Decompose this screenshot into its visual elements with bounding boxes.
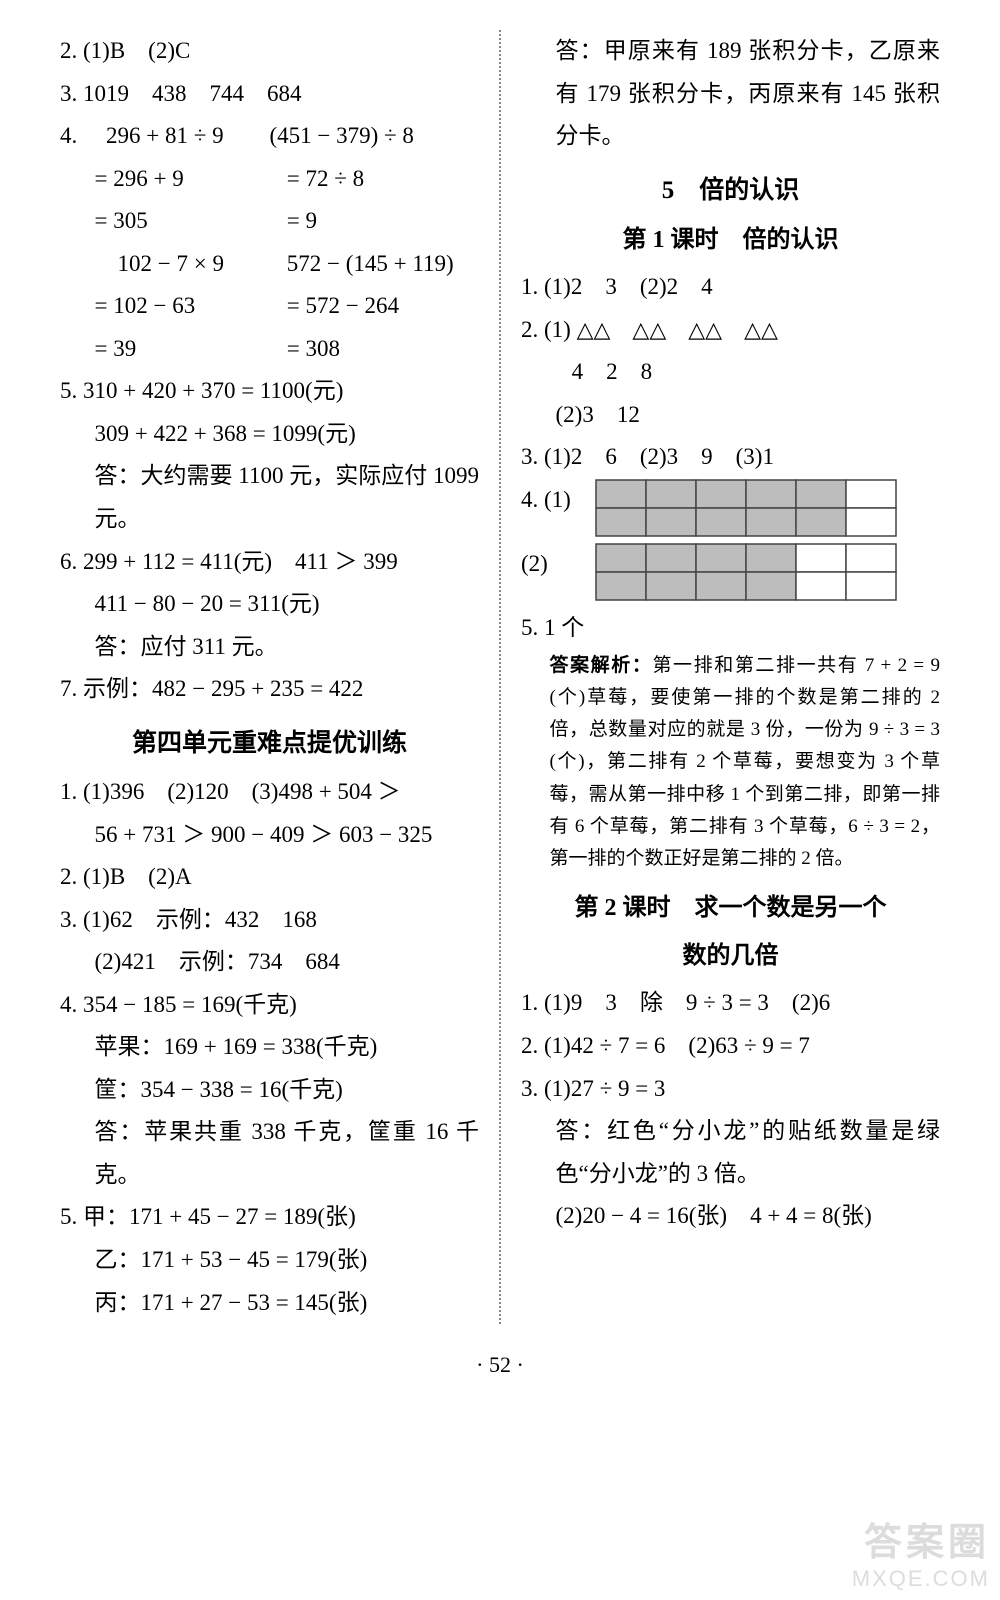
text-line: 3. (1)2 6 (2)3 9 (3)1 xyxy=(521,436,940,479)
text-line: 7. 示例：482 − 295 + 235 = 422 xyxy=(60,668,479,711)
calc-row: 4. 296 + 81 ÷ 9 (451 − 379) ÷ 8 xyxy=(60,115,479,158)
text-line: 筐：354 − 338 = 16(千克) xyxy=(60,1069,479,1112)
text-line: 5. 310 + 420 + 370 = 1100(元) xyxy=(60,370,479,413)
text-line: 309 + 422 + 368 = 1099(元) xyxy=(60,413,479,456)
analysis-text: 答案解析：第一排和第二排一共有 7 + 2 = 9 (个)草莓，要使第一排的个数… xyxy=(521,650,940,876)
text-line: 2. (1)42 ÷ 7 = 6 (2)63 ÷ 9 = 7 xyxy=(521,1025,940,1068)
text-line: = 572 − 264 xyxy=(287,285,479,328)
text-line: 2. (1) △△ △△ △△ △△ xyxy=(521,309,940,352)
calc-row: = 39 = 308 xyxy=(60,328,479,371)
answer-text: 答：苹果共重 338 千克，筐重 16 千克。 xyxy=(60,1111,479,1196)
lesson-title: 数的几倍 xyxy=(521,934,940,978)
text-line: 4. 354 − 185 = 169(千克) xyxy=(60,984,479,1027)
text-line: 苹果：169 + 169 = 338(千克) xyxy=(60,1026,479,1069)
text-line: 3. (1)27 ÷ 9 = 3 xyxy=(521,1068,940,1111)
watermark: 答案圈 MXQE.COM xyxy=(852,1511,990,1592)
text-line: 5. 1 个 xyxy=(521,607,940,650)
text-line: 572 − (145 + 119) xyxy=(287,243,479,286)
label: 4. (1) xyxy=(521,479,595,522)
unit-title: 5 倍的认识 xyxy=(521,168,940,214)
analysis-body: 第一排和第二排一共有 7 + 2 = 9 (个)草莓，要使第一排的个数是第二排的… xyxy=(550,655,941,870)
calc-row: 102 − 7 × 9 572 − (145 + 119) xyxy=(60,243,479,286)
grid-1 xyxy=(595,479,897,537)
answer-text: 答：红色“分小龙”的贴纸数量是绿色“分小龙”的 3 倍。 xyxy=(521,1110,940,1195)
answer-text: 答：应付 311 元。 xyxy=(60,626,479,669)
calc-row: = 296 + 9 = 72 ÷ 8 xyxy=(60,158,479,201)
answer-text: 答：甲原来有 189 张积分卡，乙原来有 179 张积分卡，丙原来有 145 张… xyxy=(521,30,940,158)
text-line: 102 − 7 × 9 xyxy=(95,243,287,286)
text-line: = 308 xyxy=(287,328,479,371)
text-line: 2. (1)B (2)A xyxy=(60,856,479,899)
text-line: = 305 xyxy=(95,200,287,243)
text-line: (2)3 12 xyxy=(521,394,940,437)
text-line: 1. (1)2 3 (2)2 4 xyxy=(521,266,940,309)
text-line: = 9 xyxy=(287,200,479,243)
text-line: (2)421 示例：734 684 xyxy=(60,941,479,984)
text-line: = 296 + 9 xyxy=(95,158,287,201)
text-line: 6. 299 + 112 = 411(元) 411 ＞ 399 xyxy=(60,541,479,584)
calc-row: = 305 = 9 xyxy=(60,200,479,243)
watermark-line2: MXQE.COM xyxy=(852,1566,990,1592)
triangle-icons: △△ △△ △△ △△ xyxy=(577,319,778,341)
text-line: 1. (1)396 (2)120 (3)498 + 504 ＞ xyxy=(60,771,479,814)
text-line: = 39 xyxy=(95,328,287,371)
label: (2) xyxy=(521,543,595,586)
lesson-title: 第 1 课时 倍的认识 xyxy=(521,218,940,262)
text-line: (2)20 − 4 = 16(张) 4 + 4 = 8(张) xyxy=(521,1195,940,1238)
text-line: 3. 1019 438 744 684 xyxy=(60,73,479,116)
text-line: (451 − 379) ÷ 8 xyxy=(270,115,480,158)
section-title: 第四单元重难点提优训练 xyxy=(60,721,479,767)
left-column: 2. (1)B (2)C 3. 1019 438 744 684 4. 296 … xyxy=(60,30,479,1324)
calc-row: = 102 − 63 = 572 − 264 xyxy=(60,285,479,328)
analysis-label: 答案解析： xyxy=(550,655,653,676)
text-line: 1. (1)9 3 除 9 ÷ 3 = 3 (2)6 xyxy=(521,982,940,1025)
text-line: = 72 ÷ 8 xyxy=(287,158,479,201)
text-line: 56 + 731 ＞ 900 − 409 ＞ 603 − 325 xyxy=(60,814,479,857)
text-line: 乙：171 + 53 − 45 = 179(张) xyxy=(60,1239,479,1282)
text-line: 3. (1)62 示例：432 168 xyxy=(60,899,479,942)
column-divider xyxy=(499,30,501,1324)
text-line: 411 − 80 − 20 = 311(元) xyxy=(60,583,479,626)
grid-row: (2) xyxy=(521,543,940,601)
lesson-title: 第 2 课时 求一个数是另一个 xyxy=(521,886,940,930)
text-line: 5. 甲：171 + 45 − 27 = 189(张) xyxy=(60,1196,479,1239)
right-column: 答：甲原来有 189 张积分卡，乙原来有 179 张积分卡，丙原来有 145 张… xyxy=(521,30,940,1324)
answer-text: 答：大约需要 1100 元，实际应付 1099 元。 xyxy=(60,455,479,540)
text-line: = 102 − 63 xyxy=(95,285,287,328)
text-line: 丙：171 + 27 − 53 = 145(张) xyxy=(60,1282,479,1325)
watermark-line1: 答案圈 xyxy=(852,1511,990,1566)
page-number: · 52 · xyxy=(0,1352,1000,1378)
text-line: 2. (1)B (2)C xyxy=(60,30,479,73)
page: 2. (1)B (2)C 3. 1019 438 744 684 4. 296 … xyxy=(0,0,1000,1344)
text-line: 4 2 8 xyxy=(521,351,940,394)
grid-row: 4. (1) xyxy=(521,479,940,537)
label: 2. (1) xyxy=(521,317,571,342)
text-line: 4. 296 + 81 ÷ 9 xyxy=(60,115,270,158)
grid-2 xyxy=(595,543,897,601)
